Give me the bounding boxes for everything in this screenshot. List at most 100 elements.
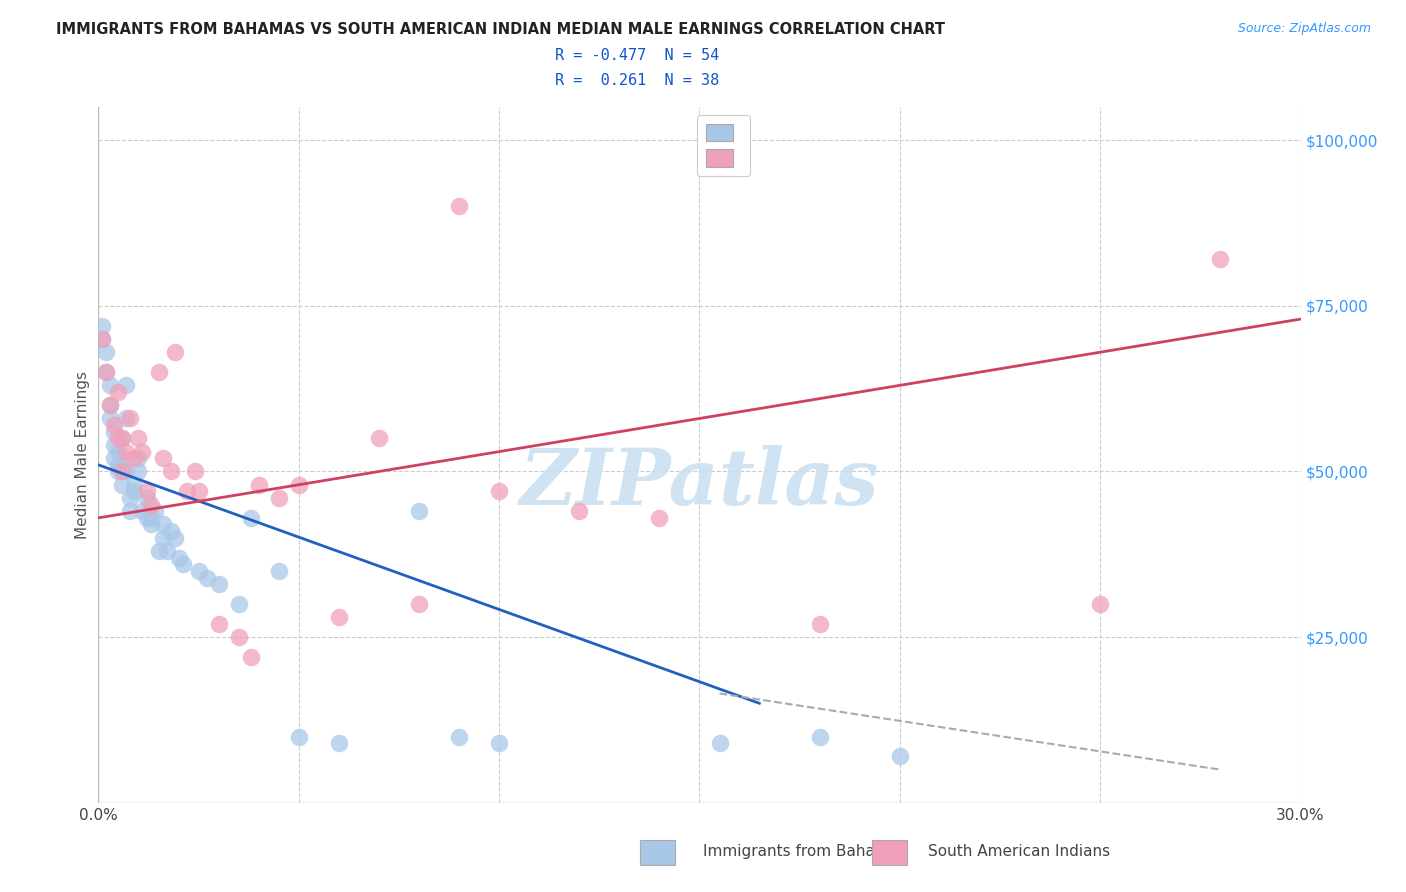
- Point: [135, 484, 157, 499]
- Point: [100, 411, 122, 425]
- Text: R =  0.261  N = 38: R = 0.261 N = 38: [555, 73, 720, 87]
- Point: [288, 730, 311, 744]
- Text: IMMIGRANTS FROM BAHAMAS VS SOUTH AMERICAN INDIAN MEDIAN MALE EARNINGS CORRELATIO: IMMIGRANTS FROM BAHAMAS VS SOUTH AMERICA…: [56, 22, 945, 37]
- Point: [408, 597, 430, 611]
- Point: [889, 749, 911, 764]
- Point: [159, 465, 181, 479]
- Legend: , : ,: [697, 115, 751, 176]
- Point: [152, 531, 174, 545]
- Point: [176, 484, 198, 499]
- Point: [103, 418, 125, 433]
- Point: [447, 730, 470, 744]
- Text: R = -0.477  N = 54: R = -0.477 N = 54: [555, 48, 720, 62]
- Point: [447, 199, 470, 213]
- Point: [187, 564, 209, 578]
- Point: [91, 318, 114, 333]
- Point: [135, 491, 157, 505]
- Point: [96, 345, 118, 359]
- Point: [183, 465, 205, 479]
- Point: [107, 465, 129, 479]
- Point: [128, 451, 150, 466]
- Point: [111, 431, 134, 445]
- Point: [111, 477, 134, 491]
- Point: [288, 477, 311, 491]
- Point: [111, 431, 134, 445]
- Point: [155, 544, 177, 558]
- Point: [124, 484, 146, 499]
- Point: [267, 564, 290, 578]
- Point: [1209, 252, 1232, 267]
- Point: [195, 570, 218, 584]
- Point: [267, 491, 290, 505]
- Point: [148, 365, 170, 379]
- Point: [408, 504, 430, 518]
- Point: [111, 465, 134, 479]
- Point: [152, 517, 174, 532]
- Point: [100, 378, 122, 392]
- Point: [808, 616, 831, 631]
- Point: [143, 504, 166, 518]
- Point: [172, 558, 194, 572]
- Point: [96, 365, 118, 379]
- Point: [115, 378, 138, 392]
- Point: [91, 332, 114, 346]
- Text: Immigrants from Bahamas: Immigrants from Bahamas: [703, 845, 907, 859]
- Point: [808, 730, 831, 744]
- Point: [128, 465, 150, 479]
- Point: [124, 451, 146, 466]
- Point: [103, 451, 125, 466]
- Point: [124, 477, 146, 491]
- Point: [135, 511, 157, 525]
- Point: [139, 511, 162, 525]
- Point: [107, 458, 129, 472]
- Point: [91, 332, 114, 346]
- Point: [103, 425, 125, 439]
- Y-axis label: Median Male Earnings: Median Male Earnings: [75, 371, 90, 539]
- Point: [208, 616, 231, 631]
- Point: [115, 411, 138, 425]
- Point: [148, 544, 170, 558]
- Point: [103, 438, 125, 452]
- Point: [115, 444, 138, 458]
- Point: [152, 451, 174, 466]
- Point: [568, 504, 591, 518]
- Point: [100, 398, 122, 412]
- Point: [107, 431, 129, 445]
- Point: [328, 736, 350, 750]
- Point: [187, 484, 209, 499]
- Point: [228, 630, 250, 644]
- Point: [120, 504, 142, 518]
- Point: [167, 550, 190, 565]
- Point: [107, 444, 129, 458]
- Point: [228, 597, 250, 611]
- Point: [131, 444, 153, 458]
- Point: [107, 384, 129, 399]
- Point: [139, 498, 162, 512]
- Point: [159, 524, 181, 538]
- Text: South American Indians: South American Indians: [928, 845, 1111, 859]
- Point: [247, 477, 270, 491]
- Point: [239, 650, 262, 665]
- Point: [115, 465, 138, 479]
- Point: [128, 431, 150, 445]
- Point: [239, 511, 262, 525]
- Point: [709, 736, 731, 750]
- Point: [368, 431, 391, 445]
- Point: [1088, 597, 1111, 611]
- Point: [163, 531, 186, 545]
- Point: [111, 451, 134, 466]
- Point: [120, 491, 142, 505]
- Text: Source: ZipAtlas.com: Source: ZipAtlas.com: [1237, 22, 1371, 36]
- Point: [111, 465, 134, 479]
- Point: [208, 577, 231, 591]
- Point: [163, 345, 186, 359]
- Point: [96, 365, 118, 379]
- Point: [648, 511, 671, 525]
- Point: [488, 736, 510, 750]
- Point: [139, 517, 162, 532]
- Text: ZIPatlas: ZIPatlas: [520, 444, 879, 521]
- Point: [328, 610, 350, 624]
- Point: [100, 398, 122, 412]
- Point: [488, 484, 510, 499]
- Point: [120, 411, 142, 425]
